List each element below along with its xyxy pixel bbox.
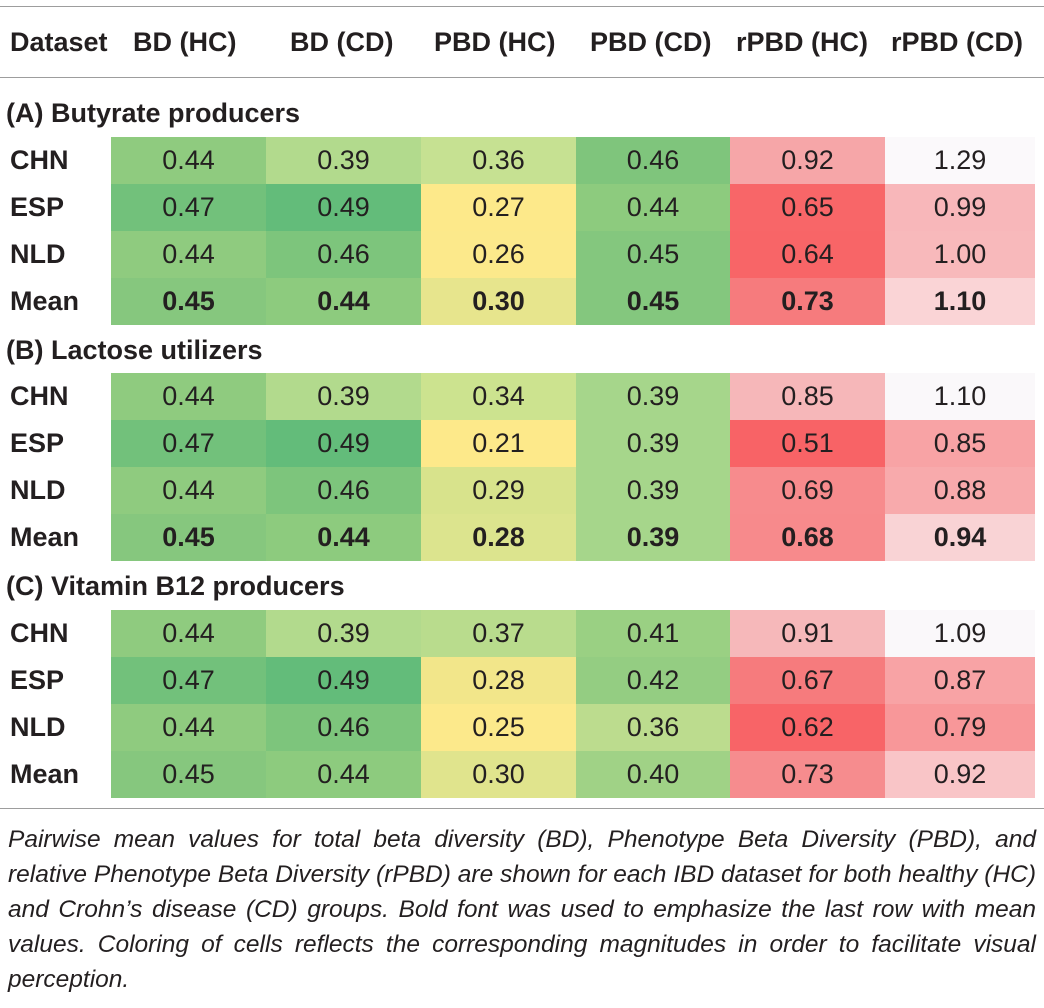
cell-bd-cd: 0.46 [266,231,421,278]
cell-bd-cd: 0.49 [266,184,421,231]
cell-rpbd-hc: 0.51 [730,420,885,467]
row-label: CHN [10,381,69,411]
cell-rpbd-hc: 0.62 [730,704,885,751]
cell-bd-cd: 0.49 [266,420,421,467]
header-rule [0,77,1044,78]
cell-rpbd-cd: 1.10 [885,373,1035,420]
cell-pbd-cd: 0.46 [576,137,730,184]
cell-bd-hc: 0.45 [111,751,266,798]
row-label: Mean [10,286,80,316]
cell-pbd-cd: 0.40 [576,751,730,798]
cell-bd-cd: 0.44 [266,278,421,325]
top-rule [0,6,1044,7]
row-label: CHN [10,145,69,175]
header-rpbd-cd: rPBD (CD) [891,27,1023,57]
section-title: (A) Butyrate producers [6,98,301,128]
row-label: NLD [10,475,66,505]
cell-rpbd-cd: 0.87 [885,657,1035,704]
cell-rpbd-hc: 0.68 [730,514,885,561]
cell-pbd-cd: 0.39 [576,420,730,467]
cell-pbd-cd: 0.39 [576,467,730,514]
cell-rpbd-hc: 0.67 [730,657,885,704]
row-label: ESP [10,192,65,222]
cell-bd-hc: 0.44 [111,231,266,278]
cell-pbd-hc: 0.25 [421,704,576,751]
cell-bd-hc: 0.44 [111,704,266,751]
cell-pbd-cd: 0.42 [576,657,730,704]
cell-rpbd-hc: 0.65 [730,184,885,231]
cell-bd-hc: 0.44 [111,467,266,514]
cell-rpbd-hc: 0.69 [730,467,885,514]
table-caption: Pairwise mean values for total beta dive… [8,826,1036,993]
cell-bd-cd: 0.44 [266,514,421,561]
cell-bd-hc: 0.44 [111,610,266,657]
cell-pbd-hc: 0.27 [421,184,576,231]
cell-rpbd-hc: 0.64 [730,231,885,278]
cell-rpbd-hc: 0.92 [730,137,885,184]
cell-bd-cd: 0.46 [266,467,421,514]
cell-rpbd-cd: 1.10 [885,278,1035,325]
cell-rpbd-cd: 1.09 [885,610,1035,657]
cell-bd-cd: 0.49 [266,657,421,704]
cell-rpbd-cd: 0.94 [885,514,1035,561]
cell-pbd-cd: 0.44 [576,184,730,231]
cell-bd-hc: 0.45 [111,278,266,325]
row-label: Mean [10,522,80,552]
cell-pbd-hc: 0.34 [421,373,576,420]
cell-rpbd-cd: 0.92 [885,751,1035,798]
row-label: ESP [10,665,65,695]
row-label: ESP [10,428,65,458]
cell-rpbd-hc: 0.73 [730,751,885,798]
cell-pbd-hc: 0.28 [421,657,576,704]
cell-rpbd-cd: 0.99 [885,184,1035,231]
cell-pbd-cd: 0.36 [576,704,730,751]
cell-bd-hc: 0.47 [111,657,266,704]
header-rpbd-hc: rPBD (HC) [736,27,868,57]
cell-pbd-hc: 0.36 [421,137,576,184]
cell-bd-hc: 0.44 [111,373,266,420]
row-label: NLD [10,239,66,269]
cell-pbd-cd: 0.39 [576,373,730,420]
header-pbd-cd: PBD (CD) [590,27,712,57]
cell-pbd-hc: 0.28 [421,514,576,561]
header-pbd-hc: PBD (HC) [434,27,556,57]
cell-bd-hc: 0.44 [111,137,266,184]
cell-pbd-hc: 0.21 [421,420,576,467]
cell-rpbd-cd: 1.00 [885,231,1035,278]
cell-pbd-hc: 0.37 [421,610,576,657]
cell-rpbd-cd: 0.85 [885,420,1035,467]
header-dataset: Dataset [10,27,108,57]
row-label: CHN [10,618,69,648]
cell-pbd-cd: 0.41 [576,610,730,657]
row-label: Mean [10,759,80,789]
cell-bd-cd: 0.46 [266,704,421,751]
header-bd-cd: BD (CD) [290,27,394,57]
cell-bd-hc: 0.47 [111,420,266,467]
cell-bd-cd: 0.39 [266,137,421,184]
cell-pbd-hc: 0.30 [421,278,576,325]
cell-rpbd-cd: 0.79 [885,704,1035,751]
section-title: (C) Vitamin B12 producers [6,571,345,601]
cell-pbd-cd: 0.45 [576,278,730,325]
section-title: (B) Lactose utilizers [6,335,263,365]
cell-rpbd-hc: 0.73 [730,278,885,325]
cell-rpbd-hc: 0.91 [730,610,885,657]
cell-pbd-hc: 0.30 [421,751,576,798]
cell-bd-cd: 0.44 [266,751,421,798]
cell-bd-cd: 0.39 [266,610,421,657]
cell-pbd-cd: 0.45 [576,231,730,278]
cell-bd-hc: 0.45 [111,514,266,561]
cell-bd-hc: 0.47 [111,184,266,231]
cell-rpbd-cd: 1.29 [885,137,1035,184]
row-label: NLD [10,712,66,742]
cell-bd-cd: 0.39 [266,373,421,420]
cell-pbd-hc: 0.26 [421,231,576,278]
header-bd-hc: BD (HC) [133,27,237,57]
cell-rpbd-cd: 0.88 [885,467,1035,514]
cell-pbd-hc: 0.29 [421,467,576,514]
cell-pbd-cd: 0.39 [576,514,730,561]
cell-rpbd-hc: 0.85 [730,373,885,420]
bottom-rule [0,808,1044,809]
